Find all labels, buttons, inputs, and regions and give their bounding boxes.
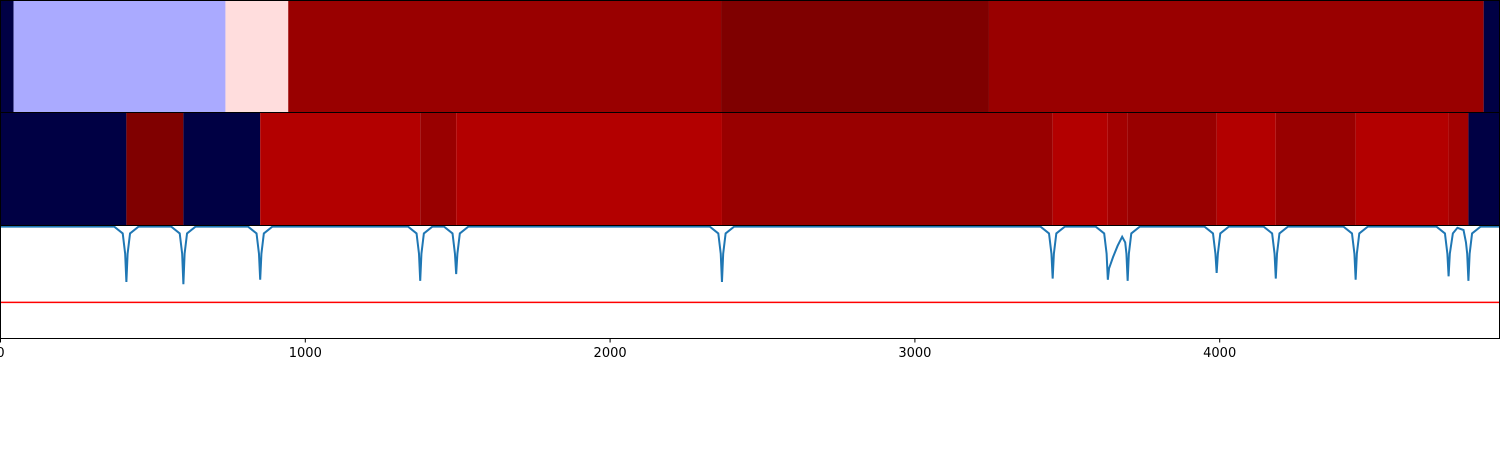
- x-tick-label: 1000: [289, 346, 322, 361]
- x-tick-label: 4000: [1203, 346, 1236, 361]
- segment: [0, 112, 127, 226]
- segment: [1107, 112, 1128, 226]
- segment: [420, 112, 457, 226]
- x-tick-label: 3000: [898, 346, 931, 361]
- segment: [288, 0, 722, 113]
- segment: [721, 0, 989, 113]
- x-tick-label: 2000: [594, 346, 627, 361]
- segment: [721, 112, 1053, 226]
- panel-frame: [0, 225, 1500, 339]
- segment: [1468, 112, 1500, 226]
- segment: [1127, 112, 1217, 226]
- segment: [1355, 112, 1449, 226]
- segment: [260, 112, 421, 226]
- segment: [456, 112, 722, 226]
- segment: [0, 0, 14, 113]
- segment: [988, 0, 1484, 113]
- segment: [1052, 112, 1108, 226]
- score-line: [0, 225, 1500, 285]
- segment: [1483, 0, 1500, 113]
- segment: [126, 112, 184, 226]
- segment: [1216, 112, 1276, 226]
- segment: [13, 0, 226, 113]
- segment: [183, 112, 261, 226]
- segment: [225, 0, 289, 113]
- segment: [1448, 112, 1469, 226]
- segment: [1275, 112, 1356, 226]
- x-tick-label: 0: [0, 346, 5, 361]
